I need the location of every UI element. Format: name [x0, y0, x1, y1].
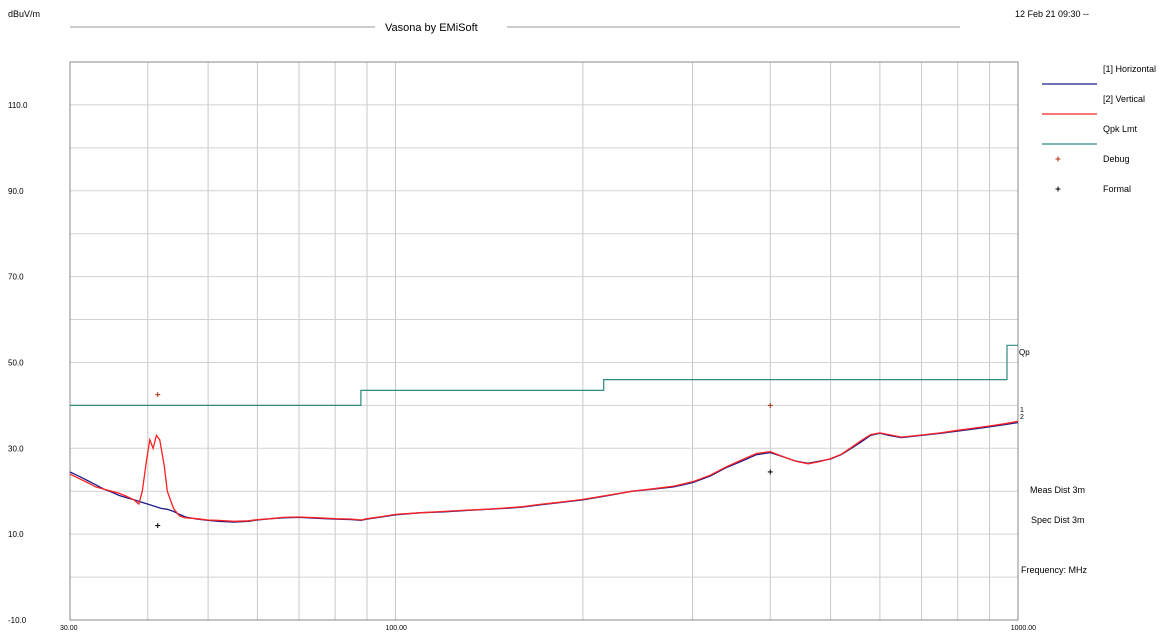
- y-tick-label: 70.0: [8, 273, 24, 282]
- x-tick-label: 30.00: [60, 625, 78, 632]
- grid: [70, 62, 1019, 620]
- y-tick-labels: -10.0 10.0 30.0 50.0 70.0 90.0 110.0: [8, 101, 28, 625]
- y-tick-label: 110.0: [8, 101, 28, 110]
- meas-dist-note: Meas Dist 3m: [1030, 485, 1085, 495]
- y-tick-label: 30.0: [8, 444, 24, 453]
- series-horizontal: [69, 421, 1019, 523]
- legend-label: Qpk Lmt: [1103, 124, 1138, 134]
- legend-item: Debug: [1055, 154, 1130, 164]
- series-vertical: [69, 420, 1019, 522]
- series-qpk-limit: [70, 344, 1018, 406]
- x-tick-label: 1000.00: [1011, 625, 1036, 632]
- formal-point: [767, 469, 773, 475]
- qp-label: Qp: [1019, 348, 1030, 357]
- legend-item: Formal: [1055, 184, 1131, 194]
- legend-label: [2] Vertical: [1103, 94, 1145, 104]
- legend-label: Debug: [1103, 154, 1130, 164]
- legend-label: [1] Horizontal: [1103, 64, 1156, 74]
- debug-point: [155, 392, 161, 398]
- trace-tag-2: 2: [1020, 414, 1024, 421]
- x-tick-labels: 30.00 100.00 1000.00: [60, 625, 1036, 632]
- y-unit-label: dBuV/m: [8, 9, 40, 19]
- spec-dist-note: Spec Dist 3m: [1031, 515, 1085, 525]
- legend-item: [2] Vertical: [1042, 94, 1145, 115]
- chart-title: Vasona by EMiSoft: [385, 22, 478, 34]
- y-tick-label: 90.0: [8, 187, 24, 196]
- frequency-unit-note: Frequency: MHz: [1021, 565, 1088, 575]
- legend: [1] Horizontal [2] Vertical Qpk Lmt Debug Fo…: [1042, 64, 1156, 194]
- title-backdrop: [375, 19, 507, 35]
- marker-points: [155, 392, 773, 529]
- chart-header: dBuV/m Vasona by EMiSoft 12 Feb 21 09:30…: [8, 8, 1160, 35]
- trace-tag-1: 1: [1020, 407, 1024, 414]
- legend-item: [1] Horizontal: [1042, 64, 1156, 85]
- measurement-notes: Meas Dist 3m Spec Dist 3m Frequency: MHz: [1021, 485, 1088, 575]
- y-tick-label: 10.0: [8, 530, 24, 539]
- legend-item: Qpk Lmt: [1042, 124, 1138, 145]
- trace-end-tags: Qp 1 2: [1019, 348, 1030, 421]
- y-tick-label: 50.0: [8, 358, 24, 367]
- plot-area-frame: [69, 61, 1019, 621]
- legend-label: Formal: [1103, 184, 1131, 194]
- timestamp-backdrop: [1010, 8, 1160, 24]
- x-tick-label: 100.00: [385, 625, 407, 632]
- debug-point: [767, 402, 773, 408]
- series-group: [69, 344, 1019, 523]
- formal-point: [155, 523, 161, 529]
- timestamp: 12 Feb 21 09:30 --: [1015, 9, 1089, 19]
- y-tick-label: -10.0: [8, 616, 27, 625]
